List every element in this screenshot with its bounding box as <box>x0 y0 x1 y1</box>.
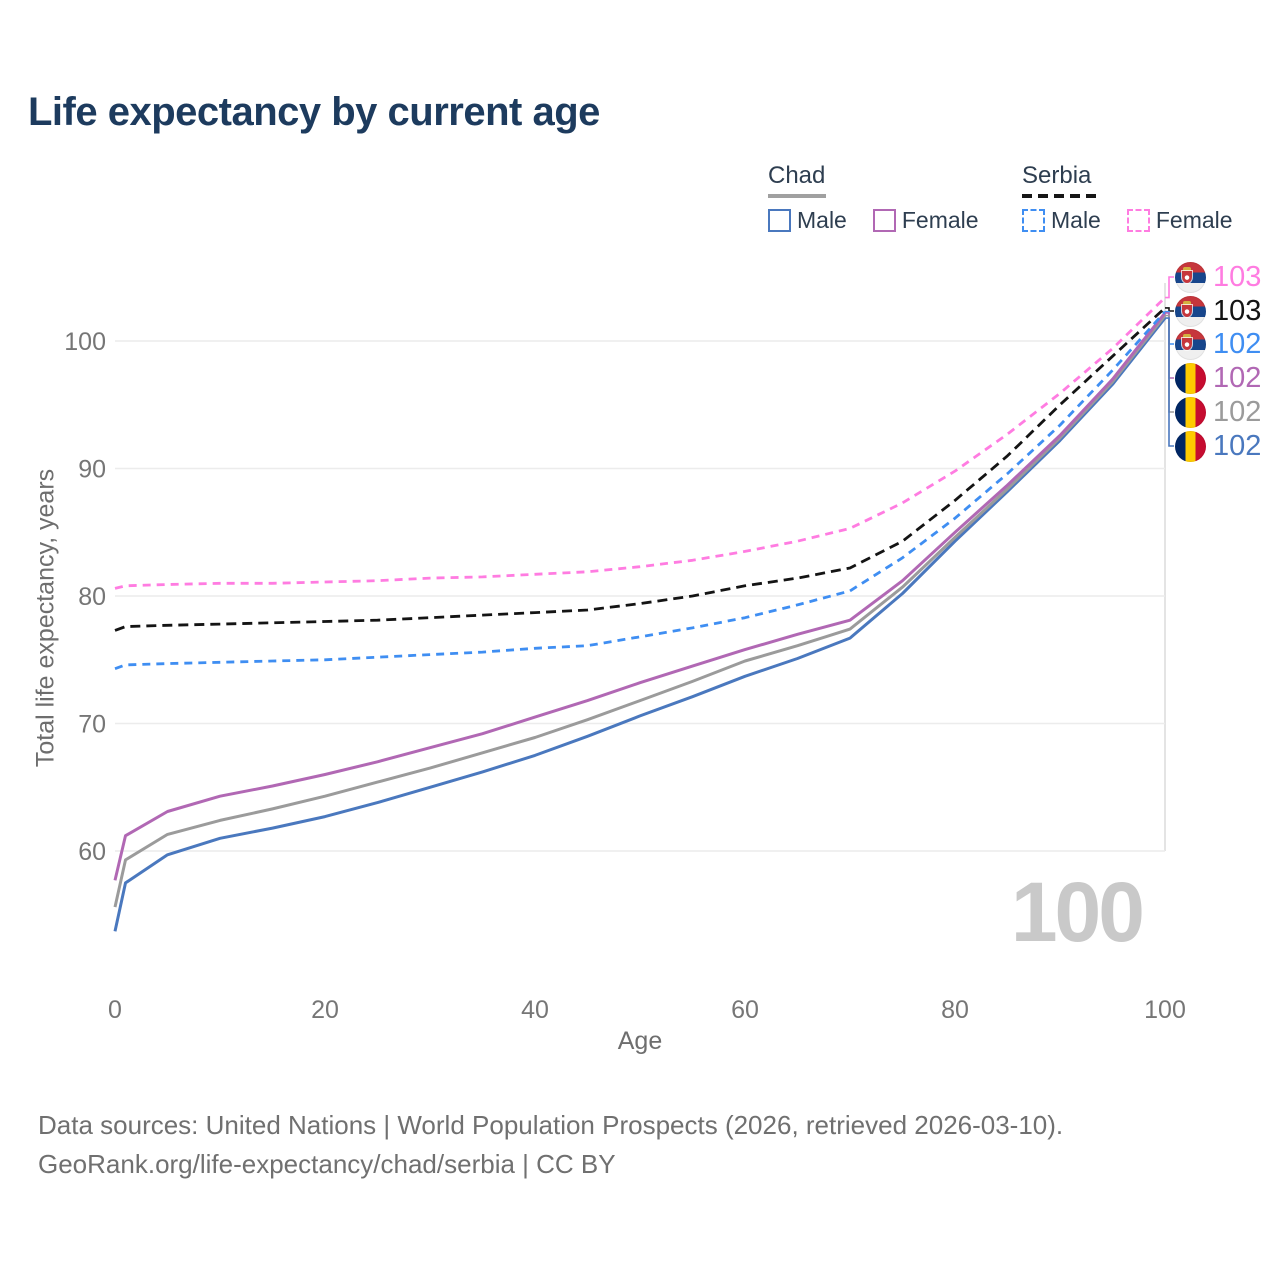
end-label-row: 103 <box>1175 295 1261 327</box>
footer: Data sources: United Nations | World Pop… <box>38 1106 1063 1184</box>
current-age-watermark: 100 <box>1010 865 1145 959</box>
y-tick-label: 80 <box>78 583 106 611</box>
end-label-value: 102 <box>1213 429 1262 462</box>
legend-serbia-label: Serbia <box>1022 162 1092 189</box>
leader-line <box>1165 317 1174 447</box>
series-line-serbia-male <box>114 310 1167 671</box>
page-title: Life expectancy by current age <box>28 90 600 134</box>
serbia-flag-icon <box>1175 295 1206 327</box>
serbia-flag-icon <box>1175 328 1206 360</box>
leader-line <box>1165 276 1174 299</box>
x-tick-label: 20 <box>311 996 339 1024</box>
end-label-row: 102 <box>1175 362 1261 394</box>
x-tick-label: 40 <box>521 996 549 1024</box>
chad-male-swatch-icon <box>768 209 791 232</box>
y-tick-label: 60 <box>78 838 106 866</box>
legend-serbia-dashed-line-sample <box>1022 194 1096 198</box>
legend-chad-solid-line-sample <box>768 194 826 198</box>
legend-item-chad-female[interactable]: Female <box>872 207 979 234</box>
x-tick-label: 0 <box>108 996 122 1024</box>
leader-line <box>1165 307 1174 312</box>
y-axis-title: Total life expectancy, years <box>31 468 60 768</box>
series-line-chad-female <box>113 311 1167 881</box>
legend-item-label: Female <box>901 207 979 233</box>
y-tick-label: 100 <box>64 328 106 356</box>
legend-item-label: Male <box>797 207 847 233</box>
series-line-serbia-female <box>114 296 1166 590</box>
series-line-chad-male <box>113 317 1167 932</box>
end-label-row: 102 <box>1175 430 1261 462</box>
legend-item-serbia-female[interactable]: Female <box>1126 207 1233 234</box>
legend-item-label: Male <box>1051 207 1101 233</box>
end-label-value: 103 <box>1213 294 1262 327</box>
serbia-flag-icon <box>1175 261 1206 293</box>
chad-flag-icon <box>1175 396 1206 428</box>
chad-flag-icon <box>1175 430 1206 462</box>
series-line-chad <box>113 314 1167 908</box>
x-axis-title: Age <box>617 1027 663 1055</box>
y-tick-label: 70 <box>78 711 106 739</box>
legend-item-serbia-male[interactable]: Male <box>1022 207 1101 234</box>
legend-group-serbia: Serbia Male Female <box>1022 162 1233 234</box>
end-label-value: 102 <box>1213 395 1262 428</box>
legend-item-label: Female <box>1155 207 1233 233</box>
series-line-serbia <box>114 306 1166 632</box>
end-label-value: 102 <box>1213 327 1262 360</box>
x-tick-label: 60 <box>731 996 759 1024</box>
end-label-value: 103 <box>1213 260 1262 293</box>
chad-flag-icon <box>1175 362 1206 394</box>
footer-data-sources: Data sources: United Nations | World Pop… <box>38 1110 1064 1140</box>
end-label-value: 102 <box>1213 361 1262 394</box>
serbia-female-swatch-icon <box>1126 209 1150 232</box>
y-tick-label: 90 <box>78 456 106 484</box>
x-tick-label: 80 <box>941 996 969 1024</box>
footer-attribution: GeoRank.org/life-expectancy/chad/serbia … <box>38 1149 616 1179</box>
legend-item-chad-male[interactable]: Male <box>768 207 847 234</box>
legend-group-chad: Chad Male Female <box>768 162 979 234</box>
serbia-male-swatch-icon <box>1022 209 1045 232</box>
end-label-row: 103 <box>1175 261 1261 293</box>
end-label-row: 102 <box>1175 328 1261 360</box>
x-tick-label: 100 <box>1144 996 1186 1024</box>
end-label-row: 102 <box>1175 396 1261 428</box>
chad-female-swatch-icon <box>872 209 896 232</box>
legend-chad-label: Chad <box>768 162 826 189</box>
